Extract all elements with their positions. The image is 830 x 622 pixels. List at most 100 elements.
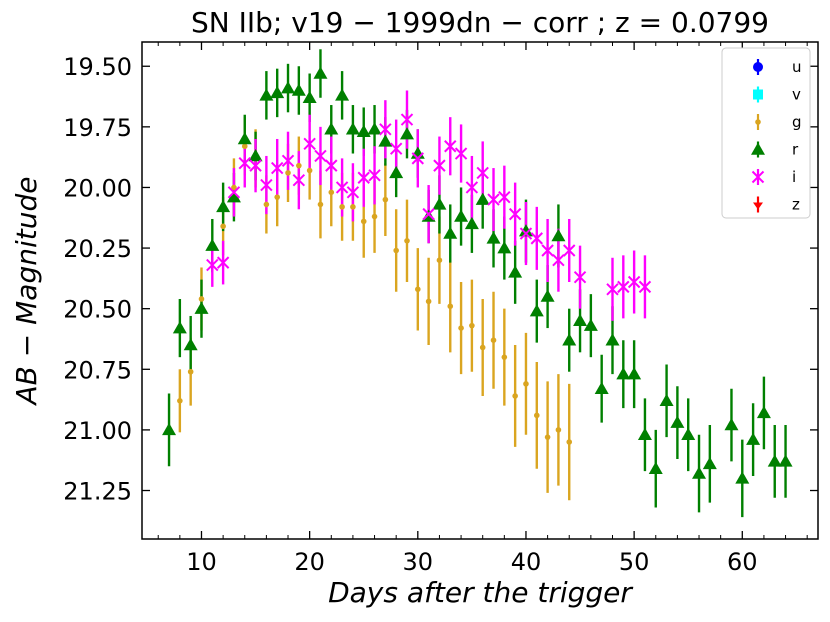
point-g [263, 201, 270, 208]
point-r [324, 122, 339, 135]
point-g [458, 325, 464, 331]
point-i [400, 113, 414, 126]
point-i [238, 157, 251, 170]
point-i [563, 244, 576, 257]
point-r [551, 228, 566, 242]
legend-marker-u [753, 62, 763, 72]
point-g [415, 286, 421, 293]
point-g [220, 223, 226, 230]
legend-label: g [792, 113, 802, 131]
y-tick-label: 20.50 [63, 296, 132, 324]
point-g [317, 201, 324, 208]
point-r [529, 304, 544, 317]
x-tick-label: 10 [186, 548, 217, 576]
point-i [314, 149, 327, 163]
point-i [389, 142, 403, 155]
point-g [177, 398, 183, 404]
point-r [172, 321, 187, 334]
point-r [356, 124, 371, 137]
legend-marker-i [751, 170, 765, 184]
legend-box [721, 47, 811, 219]
point-r [573, 313, 588, 327]
axes-frame [141, 41, 819, 540]
point-g [274, 194, 281, 200]
point-r [270, 85, 285, 99]
point-r [345, 122, 360, 135]
point-r [454, 209, 469, 222]
y-tick-label: 20.75 [63, 356, 132, 384]
point-r [226, 190, 241, 203]
point-r [594, 381, 609, 394]
point-r [367, 122, 382, 135]
point-r [281, 81, 296, 94]
x-tick-label: 30 [403, 548, 434, 576]
point-r [464, 216, 479, 230]
x-tick-label: 20 [294, 548, 325, 576]
point-g [501, 354, 508, 360]
point-g [328, 189, 335, 196]
point-g [447, 303, 454, 310]
point-g [350, 204, 356, 210]
point-r [248, 148, 263, 162]
legend-label: i [792, 168, 796, 186]
legend-label: u [792, 58, 802, 76]
point-i [292, 173, 306, 187]
point-i [552, 253, 565, 267]
point-i [346, 186, 360, 199]
point-i [444, 140, 457, 153]
point-g [198, 296, 205, 302]
point-r [183, 338, 198, 351]
point-r [616, 367, 631, 380]
point-i [206, 258, 219, 272]
point-g [544, 434, 551, 440]
legend-marker-z [753, 197, 763, 212]
point-r [778, 454, 793, 467]
point-r [378, 134, 393, 147]
point-r [237, 131, 252, 145]
point-g [479, 344, 486, 351]
point-i [368, 169, 381, 182]
point-i [476, 166, 489, 180]
point-i [216, 256, 230, 269]
point-i [454, 147, 468, 160]
point-g [231, 184, 237, 191]
legend-label: z [792, 196, 800, 214]
point-i [227, 186, 241, 199]
point-g [555, 427, 562, 433]
point-r [216, 199, 231, 213]
point-g [371, 213, 378, 220]
point-i [617, 280, 630, 294]
point-i [357, 171, 370, 184]
point-r [259, 88, 274, 101]
legend-marker-g [755, 119, 761, 125]
legend-marker-v [753, 89, 763, 100]
point-r [670, 415, 685, 428]
point-i [573, 270, 587, 284]
point-i [325, 159, 338, 172]
point-g [523, 381, 529, 387]
point-r [443, 226, 458, 239]
point-r [756, 405, 771, 419]
point-g [382, 196, 389, 203]
point-i [249, 159, 262, 172]
point-r [562, 333, 577, 346]
point-r [724, 418, 739, 431]
point-r [681, 427, 696, 441]
point-g [469, 322, 475, 329]
y-tick-label: 19.50 [63, 53, 132, 81]
point-i [487, 193, 500, 206]
point-g [360, 218, 367, 225]
point-i [433, 159, 446, 172]
point-r [313, 66, 328, 79]
point-g [404, 238, 410, 244]
point-r [518, 224, 533, 237]
point-g [296, 162, 302, 169]
point-r [605, 333, 620, 346]
y-axis-label: AB − Magnitude [10, 177, 43, 407]
chart-title: SN IIb; v19 − 1999dn − corr ; z = 0.0799 [191, 6, 769, 39]
point-i [627, 275, 641, 289]
point-r [735, 471, 750, 484]
point-r [399, 127, 414, 140]
